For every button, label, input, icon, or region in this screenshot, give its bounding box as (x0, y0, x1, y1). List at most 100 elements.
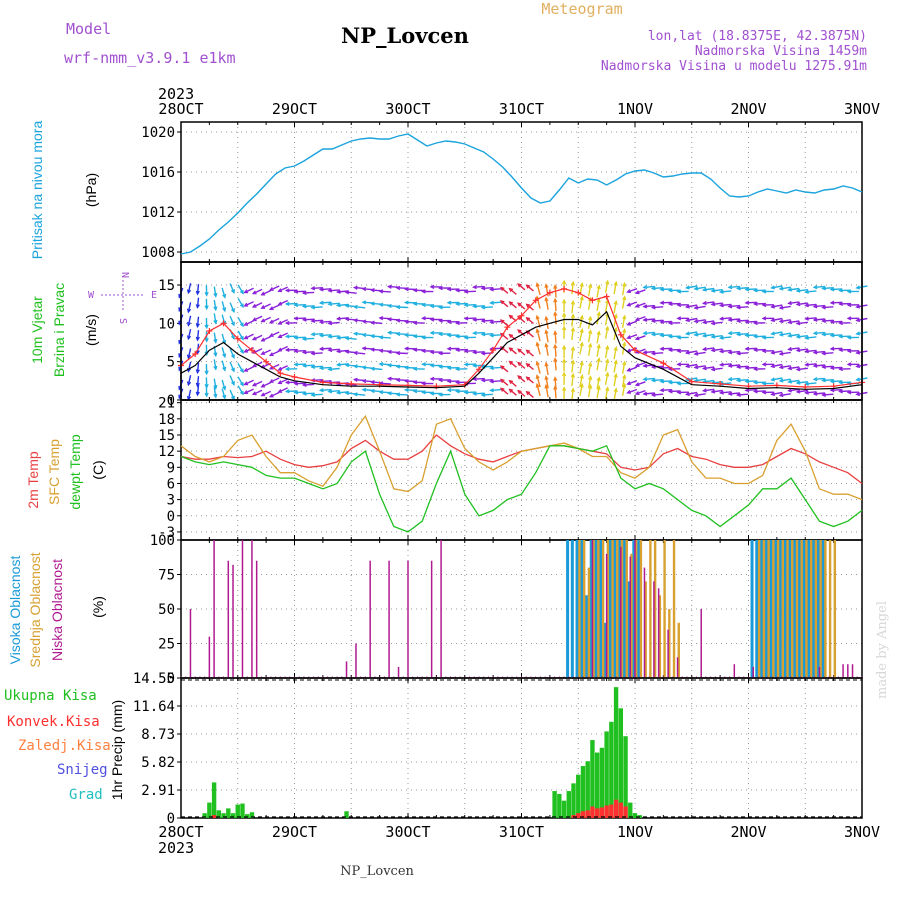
wind-arrow-head (535, 374, 540, 380)
wind-arrow-head (778, 378, 784, 383)
wind-arrow (604, 359, 609, 372)
wind-arrow-head (344, 363, 350, 368)
wind-gust-marker (220, 320, 227, 327)
wind-arrow-head (525, 316, 531, 322)
wind-arrow-head (327, 321, 333, 326)
wind-arrow (813, 377, 825, 381)
y-tick-label: 1020 (141, 125, 175, 141)
wind-arrow (269, 285, 280, 291)
wind-arrow-head (403, 379, 409, 384)
wind-arrow-head (659, 319, 665, 325)
wind-arrow-head (744, 346, 750, 351)
wind-arrow (822, 393, 834, 396)
wind-arrow (822, 306, 834, 309)
wind-arrow (490, 380, 502, 383)
wind-arrow-head (812, 284, 818, 290)
wind-arrow (278, 387, 288, 393)
wind-arrow (579, 361, 583, 374)
wind-arrow-head (770, 317, 775, 323)
wind-arrow-head (361, 378, 367, 384)
wind-arrow-head (352, 377, 358, 382)
wind-arrow (526, 391, 534, 399)
wind-arrow-head (676, 302, 682, 308)
wind-arrow-head (318, 388, 324, 393)
wind-arrow-head (855, 317, 861, 323)
wind-arrow (509, 288, 517, 295)
wind-arrow (596, 377, 600, 390)
wind-arrow-head (588, 329, 593, 334)
legend-freezing: Zaledj.Kisa (18, 738, 111, 754)
wind-arrow-head (846, 335, 852, 340)
wind-arrow-head (544, 361, 549, 367)
wind-arrow-head (605, 371, 610, 377)
wind-gust-marker (575, 289, 582, 296)
wind-arrow-head (310, 305, 316, 310)
wind-arrow-head (284, 301, 290, 306)
wind-arrow-head (412, 301, 418, 306)
wind-arrow-head (204, 370, 209, 376)
wind-arrow-head (421, 289, 426, 294)
wind-arrow-head (634, 290, 640, 295)
wind-arrow (660, 380, 672, 383)
y-tick-label: 2.91 (141, 783, 175, 799)
top-date-label: 28OCT (158, 100, 203, 118)
y-tick-label: 15 (158, 278, 175, 294)
wind-arrow-head (570, 313, 576, 319)
wind-arrow (221, 388, 226, 399)
wind-arrow (805, 317, 817, 320)
wind-arrow (500, 286, 509, 294)
wind-arrow (311, 393, 323, 396)
wind-arrow-head (829, 319, 835, 325)
wind-arrow-head (204, 291, 209, 297)
wind-arrow-head (499, 365, 505, 370)
wind-arrow-head (561, 298, 567, 304)
wind-arrow-head (634, 382, 640, 387)
wind-arrow (728, 285, 740, 289)
conv-precip-bar (609, 804, 614, 818)
wind-arrow-head (463, 348, 469, 354)
wind-gust-marker (234, 335, 241, 342)
compass-east: E (151, 290, 157, 301)
total-precip-bar (561, 800, 567, 818)
wind-arrow-head (561, 325, 567, 331)
wind-arrow (686, 317, 698, 322)
wind-arrow-head (195, 304, 200, 309)
wind-arrow-head (710, 389, 716, 394)
wind-arrow-head (659, 300, 665, 305)
wind-arrow-head (605, 325, 610, 331)
footer-station: NP_Lovcen (340, 864, 414, 879)
wind-arrow (571, 301, 574, 314)
wind-arrow-head (561, 358, 567, 363)
wind-arrow-head (838, 347, 843, 353)
wind-arrow-head (251, 290, 257, 295)
wind-arrow (490, 388, 502, 392)
wind-gust-marker (532, 297, 539, 304)
wind-arrow-head (846, 302, 852, 308)
wind-arrow-head (561, 386, 567, 391)
wind-arrow (509, 347, 517, 355)
wind-arrow-head (421, 348, 426, 354)
wind-arrow-head (838, 301, 843, 307)
wind-arrow (464, 304, 476, 306)
wind-arrow-head (829, 287, 835, 292)
wind-arrow-head (335, 303, 341, 308)
wind-arrow (396, 306, 408, 309)
wind-arrow-head (438, 351, 443, 356)
wind-arrow-head (284, 347, 290, 352)
wind-arrow-head (472, 284, 477, 290)
wind-arrow-head (386, 376, 392, 381)
wind-arrow (545, 297, 549, 310)
wind-arrow (526, 330, 534, 338)
wind-arrow-head (378, 348, 384, 353)
wind-arrow (771, 304, 783, 308)
wind-arrow-head (659, 388, 665, 393)
wind-arrow (490, 334, 502, 337)
y-tick-label: 10 (158, 316, 175, 332)
wind-arrow-head (369, 334, 375, 339)
bottom-date-label: 30OCT (385, 823, 430, 841)
wind-arrow (500, 365, 509, 373)
wind-arrow-head (718, 390, 724, 395)
wind-arrow-head (239, 381, 244, 387)
wind-arrow-head (412, 366, 418, 372)
wind-arrow (728, 377, 740, 381)
